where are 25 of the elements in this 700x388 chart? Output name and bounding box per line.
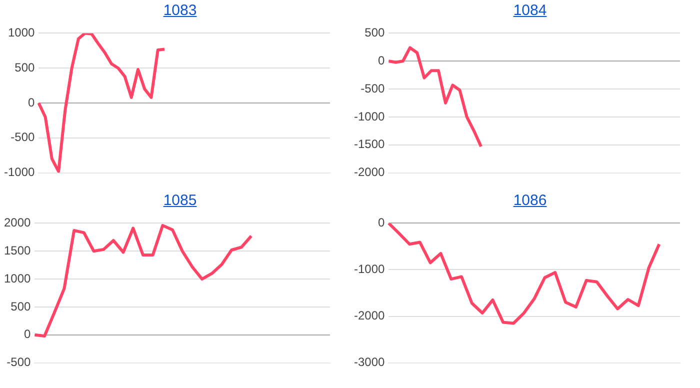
y-tick-label: 1000 (4, 271, 32, 286)
y-tick-label: 500 (364, 26, 386, 40)
y-tick-label: -2000 (354, 165, 386, 180)
chart-title: 1084 (512, 1, 548, 21)
y-tick-label: -1500 (354, 137, 386, 152)
y-tick-label: -1000 (354, 262, 386, 276)
y-tick-label: -1000 (354, 109, 386, 124)
y-tick-label: 500 (14, 60, 36, 74)
y-tick-label: 1500 (4, 243, 32, 258)
y-tick-label: -500 (6, 355, 32, 370)
y-tick-label: -1000 (4, 165, 36, 180)
chart-title: 1083 (162, 1, 198, 21)
y-tick-label: 0 (28, 95, 36, 110)
y-tick-label: 500 (10, 299, 32, 314)
y-tick-label: 0 (378, 216, 386, 230)
chart-title: 1086 (512, 191, 548, 211)
y-tick-label: -500 (360, 81, 386, 96)
y-tick-label: -3000 (354, 355, 386, 370)
y-tick-label: 2000 (4, 216, 32, 230)
chart-title: 1085 (162, 191, 198, 211)
y-tick-label: 0 (24, 327, 32, 342)
y-tick-label: -500 (10, 130, 36, 144)
y-tick-label: -2000 (354, 308, 386, 323)
y-tick-label: 1000 (8, 26, 36, 40)
y-tick-label: 0 (378, 53, 386, 68)
